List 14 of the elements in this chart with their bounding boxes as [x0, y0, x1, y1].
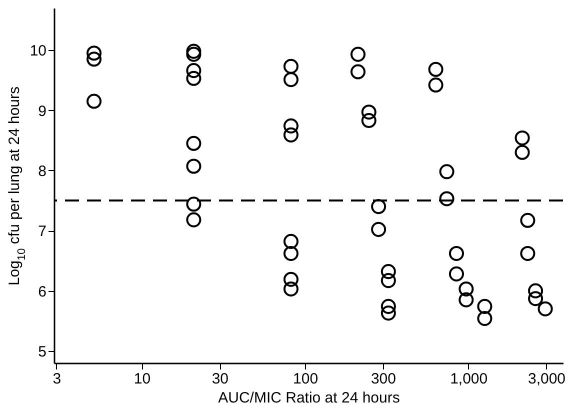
x-tick-label: 3,000	[528, 370, 566, 388]
x-tick-label: 100	[293, 370, 318, 388]
y-tick-label: 6	[38, 283, 46, 300]
y-tick-label: 10	[30, 42, 46, 60]
x-tick-label: 1,000	[450, 370, 488, 388]
y-tick-label: 9	[38, 102, 46, 120]
y-tick-label: 8	[38, 162, 46, 180]
x-tick-label: 30	[212, 370, 229, 388]
x-axis-title: AUC/MIC Ratio at 24 hours	[218, 390, 400, 406]
y-tick-label: 5	[38, 343, 46, 360]
x-tick-label: 10	[134, 370, 151, 388]
x-tick-label: 3	[52, 370, 62, 388]
y-tick-label: 7	[38, 223, 46, 240]
x-tick-label: 300	[370, 370, 396, 388]
